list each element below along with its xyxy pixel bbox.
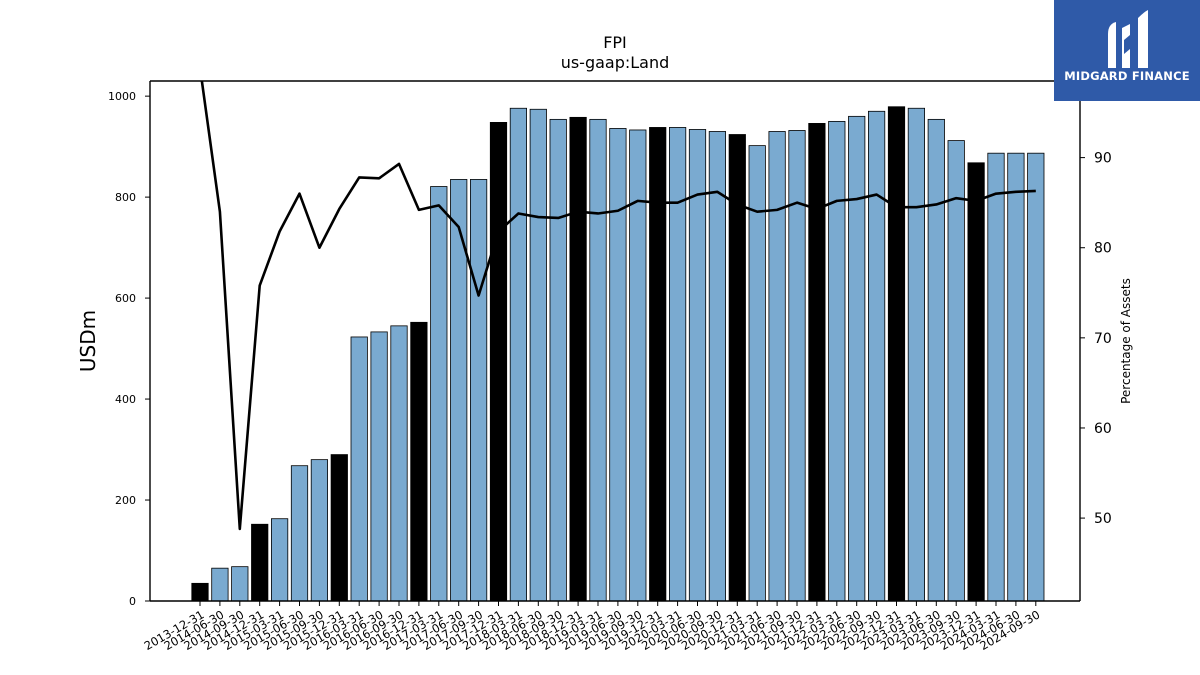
bar-2022-03-31 [828, 120, 846, 602]
y-tick-label: 1000 [108, 90, 136, 103]
bar-2024-09-30 [1027, 152, 1045, 602]
bar-2020-03-31 [669, 127, 687, 602]
bar-layer [191, 106, 1045, 602]
bar-2021-06-30 [768, 131, 786, 602]
bar-2024-03-31 [987, 152, 1005, 602]
y2-tick-label: 90 [1094, 151, 1112, 167]
bar-2016-06-30 [370, 331, 388, 602]
bar-2021-12-31 [808, 123, 826, 602]
bar-2015-09-30 [310, 459, 329, 602]
y-tick-label: 0 [129, 595, 136, 608]
bar-2017-09-30 [469, 179, 488, 602]
bar-2023-09-30 [947, 140, 965, 602]
y2-tick-label: 60 [1094, 421, 1112, 437]
y-tick-label: 200 [115, 494, 136, 507]
bar-2015-03-31 [270, 518, 289, 602]
bar-2021-03-31 [748, 145, 766, 602]
tick-layer: 0200400600800100050607080902013-12-31201… [108, 90, 1112, 653]
y2-tick-label: 70 [1094, 331, 1112, 347]
chart-title: FPI [603, 33, 627, 52]
bar-2013-12-31 [191, 582, 209, 602]
bar-2015-06-30 [290, 465, 309, 602]
bar-2016-09-30 [390, 325, 408, 602]
chart-subtitle: us-gaap:Land [561, 53, 670, 72]
bar-2015-12-31 [330, 454, 348, 602]
bar-2024-06-30 [1007, 152, 1025, 602]
bar-2018-12-31 [569, 116, 587, 602]
bar-2021-09-30 [788, 130, 806, 602]
bar-2016-12-31 [410, 321, 428, 602]
bar-2018-03-31 [509, 107, 528, 602]
bar-2017-03-31 [430, 186, 448, 602]
bar-2014-09-30 [231, 566, 249, 602]
y2-tick-label: 50 [1094, 511, 1112, 527]
bar-2016-03-31 [350, 336, 368, 602]
y-axis-label: USDm [76, 310, 100, 372]
midgard-logo-icon [1108, 10, 1148, 68]
bar-2022-06-30 [848, 115, 866, 602]
bar-2017-12-31 [489, 122, 508, 602]
bar-2020-06-30 [688, 129, 707, 602]
logo-text: MIDGARD FINANCE [1064, 69, 1190, 83]
y2-tick-label: 80 [1094, 241, 1112, 257]
bar-2019-12-31 [649, 127, 667, 602]
bar-2019-03-31 [589, 118, 607, 602]
axes-layer [149, 80, 1081, 602]
bar-2019-06-30 [609, 128, 627, 602]
y-tick-label: 600 [115, 292, 136, 305]
line-layer [200, 81, 1036, 531]
bar-2022-09-30 [868, 110, 886, 602]
y-tick-label: 800 [115, 191, 136, 204]
bar-2022-12-31 [887, 106, 906, 602]
bar-2023-12-31 [967, 162, 985, 602]
bar-2018-09-30 [549, 118, 567, 602]
y-tick-label: 400 [115, 393, 136, 406]
bar-2023-06-30 [927, 118, 945, 602]
y2-axis-label: Percentage of Assets [1119, 278, 1133, 404]
bar-2023-03-31 [907, 107, 926, 602]
bar-2014-06-30 [211, 567, 229, 602]
bar-2018-06-30 [529, 108, 547, 602]
line-series-percentage [200, 81, 1036, 531]
bar-2020-09-30 [708, 131, 727, 602]
bar-2014-12-31 [251, 523, 269, 602]
